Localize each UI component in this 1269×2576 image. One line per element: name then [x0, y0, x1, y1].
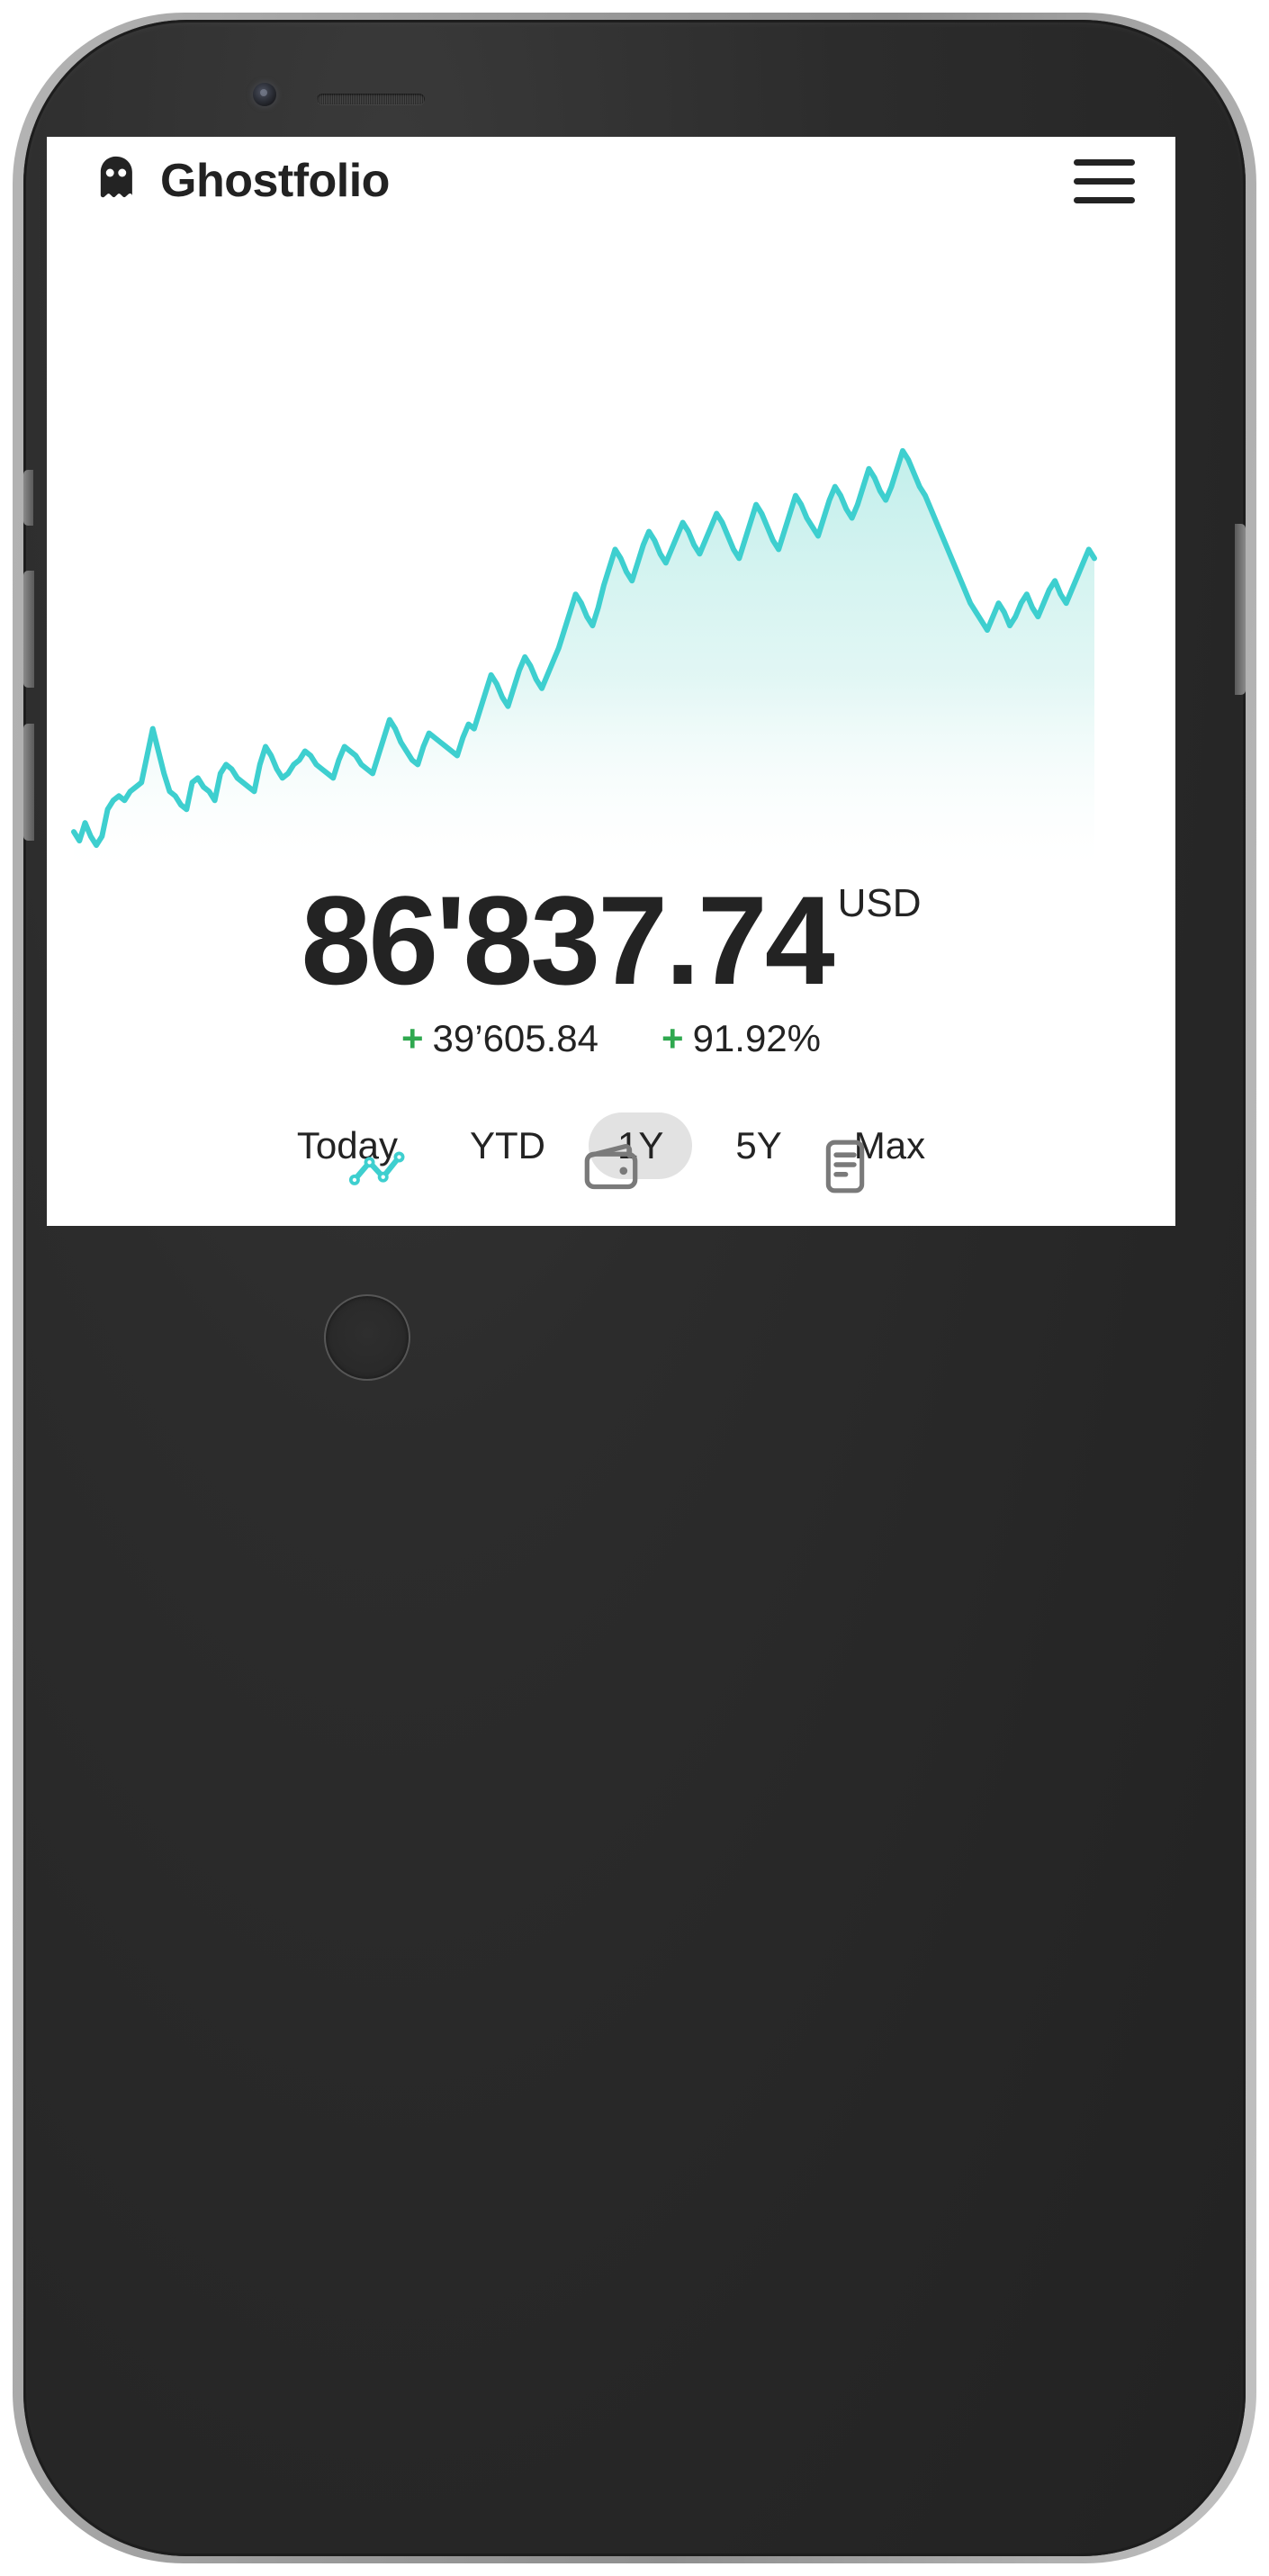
- portfolio-performance-chart[interactable]: [47, 402, 1175, 870]
- earpiece-speaker: [317, 94, 425, 104]
- app-title: Ghostfolio: [160, 155, 390, 207]
- portfolio-value-block: 86'837.74 USD +39’605.84 +91.92%: [47, 875, 1175, 1060]
- chart-svg: [71, 447, 1097, 867]
- range-tab-ytd[interactable]: YTD: [469, 1124, 545, 1166]
- nav-item-analytics[interactable]: [336, 1130, 418, 1206]
- power-button[interactable]: [1235, 524, 1246, 695]
- date-range-tabs[interactable]: Today YTD 1Y 5Y Max: [47, 1112, 1175, 1179]
- volume-down-button[interactable]: [23, 724, 34, 841]
- chart-line: [71, 447, 1097, 849]
- front-camera-icon: [253, 83, 276, 106]
- change-absolute-value: 39’605.84: [432, 1016, 599, 1059]
- range-tab-5y[interactable]: 5Y: [735, 1124, 782, 1166]
- chart-area-fill: [74, 450, 1094, 867]
- menu-bar-bottom: [1074, 196, 1135, 203]
- change-absolute: +39’605.84: [401, 1017, 598, 1060]
- phone-screen: Ghostfolio: [47, 137, 1175, 1226]
- change-absolute-sign: +: [400, 1016, 424, 1059]
- nav-item-wallet[interactable]: [570, 1130, 652, 1206]
- analytics-line-chart-icon: [346, 1135, 409, 1202]
- range-tab-max[interactable]: Max: [853, 1124, 926, 1166]
- bottom-navigation: [47, 1130, 1175, 1206]
- value-line: 86'837.74 USD: [301, 875, 921, 1006]
- change-percent-sign: +: [662, 1016, 684, 1059]
- range-tab-today[interactable]: Today: [296, 1124, 398, 1166]
- nav-item-summary[interactable]: [804, 1130, 886, 1206]
- portfolio-value: 86'837.74: [301, 869, 834, 1011]
- menu-bar-top: [1074, 158, 1135, 166]
- range-tab-1y[interactable]: 1Y: [588, 1112, 693, 1179]
- change-percent: +91.92%: [662, 1017, 821, 1060]
- portfolio-currency: USD: [837, 881, 922, 925]
- wallet-icon: [579, 1134, 644, 1203]
- ghost-icon: [90, 153, 142, 210]
- mute-switch[interactable]: [23, 470, 33, 526]
- home-button[interactable]: [324, 1294, 410, 1381]
- hamburger-menu-icon[interactable]: [1074, 155, 1135, 207]
- change-percent-value: 91.92%: [692, 1016, 822, 1059]
- app-header: Ghostfolio: [47, 137, 1175, 225]
- brand-logo-group[interactable]: Ghostfolio: [90, 153, 390, 210]
- menu-bar-middle: [1074, 177, 1135, 185]
- volume-up-button[interactable]: [23, 571, 34, 688]
- summary-document-icon: [814, 1135, 877, 1202]
- portfolio-change-row: +39’605.84 +91.92%: [47, 1017, 1175, 1060]
